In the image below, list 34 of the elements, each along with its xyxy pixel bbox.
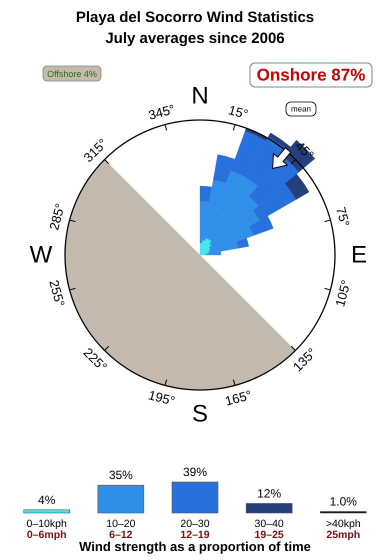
text: 255°: [46, 278, 68, 308]
text: Playa del Socorro Wind Statistics: [76, 9, 314, 26]
text: Offshore 4%: [47, 69, 97, 79]
data-label: 4%: [38, 492, 56, 507]
text: Onshore 87%: [256, 66, 366, 84]
data-label: 12%: [257, 486, 282, 500]
bar: [23, 510, 70, 514]
data-label: 39%: [182, 465, 208, 479]
text: 15°: [226, 102, 250, 122]
text: 75°: [333, 205, 353, 228]
x-tick-label: 0–10kph 0–6mph: [26, 518, 67, 541]
text: 225°: [80, 344, 110, 374]
text: July averages since 2006: [105, 30, 285, 47]
x-tick-label: >40kph 25mph: [326, 518, 361, 541]
text: 165°: [223, 387, 254, 409]
bar: [172, 482, 218, 514]
bar: [98, 484, 144, 514]
x-tick-label: 30–40 19–25: [254, 518, 284, 541]
x-tick-label: 20–30 12–19: [180, 518, 210, 541]
text: W: [30, 242, 53, 268]
x-tick-label: 10–20 6–12: [106, 518, 136, 541]
bar: [246, 503, 292, 514]
text: 45°: [292, 138, 317, 163]
text: 105°: [332, 278, 354, 308]
data-label: 1.0%: [330, 494, 358, 508]
text: 195°: [146, 387, 177, 409]
text: S: [192, 400, 208, 428]
x-axis-title: Wind strength as a proportion of time: [79, 539, 311, 554]
text: 285°: [46, 202, 68, 232]
text: N: [191, 82, 209, 110]
text: 345°: [146, 101, 177, 123]
data-label: 35%: [108, 468, 134, 482]
text: mean: [290, 104, 312, 114]
text: E: [350, 242, 368, 268]
